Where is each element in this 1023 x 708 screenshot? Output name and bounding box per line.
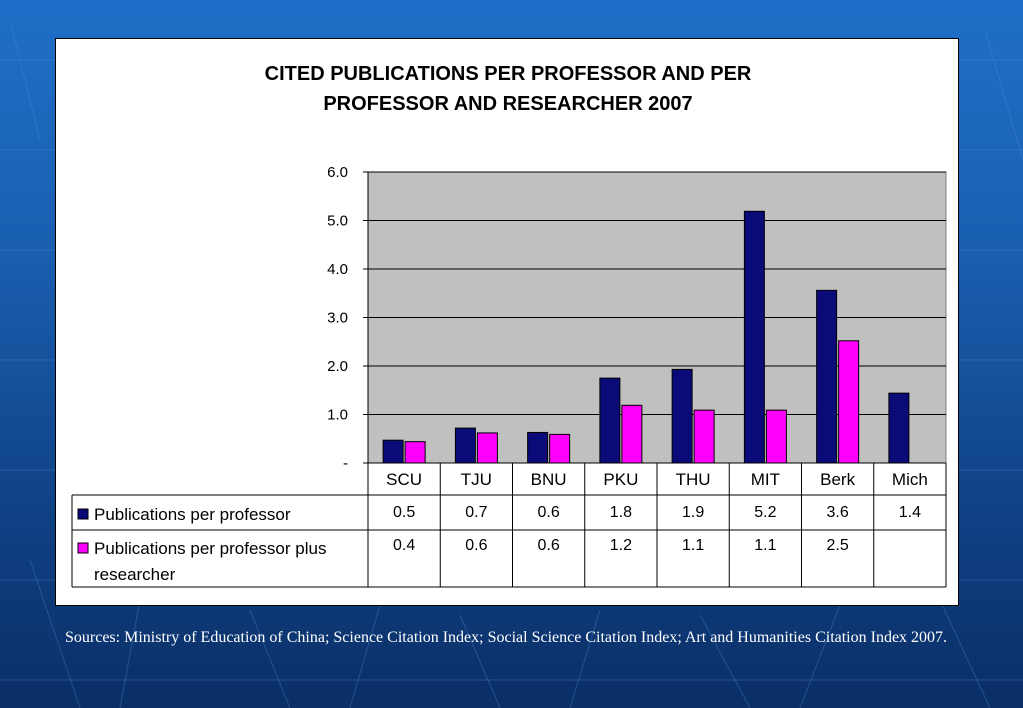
y-tick-label: - (343, 455, 348, 472)
data-label-series-1: 1.8 (610, 504, 632, 521)
bar (838, 340, 860, 464)
category-label: THU (676, 470, 711, 489)
bar (671, 368, 693, 464)
y-tick-label: 5.0 (327, 213, 348, 230)
bar (549, 433, 571, 464)
chart-title-line-1: CITED PUBLICATIONS PER PROFESSOR AND PER (264, 63, 752, 85)
bar (816, 289, 838, 464)
y-tick-label: 1.0 (327, 407, 348, 424)
category-label: MIT (751, 470, 780, 489)
data-label-series-1: 0.5 (393, 504, 415, 521)
data-label-series-2: 1.2 (610, 537, 632, 554)
chart-panel: CITED PUBLICATIONS PER PROFESSOR AND PER… (55, 38, 959, 606)
bar (527, 431, 549, 464)
y-tick-label: 2.0 (327, 358, 348, 375)
legend-label-series-2-line-1: Publications per professor plus (94, 539, 326, 558)
legend-label-series-1: Publications per professor (94, 505, 291, 524)
y-tick-label: 3.0 (327, 310, 348, 327)
y-tick-label: 6.0 (327, 164, 348, 181)
bar (888, 392, 910, 464)
category-label: BNU (531, 470, 567, 489)
bar (454, 427, 476, 464)
source-note: Sources: Ministry of Education of China;… (65, 629, 948, 646)
data-label-series-1: 1.4 (899, 504, 921, 521)
data-label-series-2: 2.5 (827, 537, 849, 554)
data-label-series-2: 0.4 (393, 537, 415, 554)
bar (765, 409, 787, 464)
bar (693, 409, 715, 464)
data-label-series-1: 1.9 (682, 504, 704, 521)
bar (743, 210, 765, 464)
data-label-series-1: 0.7 (465, 504, 487, 521)
category-label: PKU (603, 470, 638, 489)
data-label-series-1: 5.2 (754, 504, 776, 521)
data-label-series-2: 1.1 (754, 537, 776, 554)
y-tick-label: 4.0 (327, 261, 348, 278)
legend-label-series-2-line-2: researcher (94, 565, 176, 584)
category-label: TJU (461, 470, 492, 489)
data-label-series-1: 0.6 (538, 504, 560, 521)
bar (404, 441, 426, 464)
bar (599, 377, 621, 464)
data-label-series-2: 0.6 (465, 537, 487, 554)
data-label-series-2: 0.6 (538, 537, 560, 554)
chart-title-line-2: PROFESSOR AND RESEARCHER 2007 (323, 93, 693, 115)
bar (476, 432, 498, 464)
data-label-series-2: 1.1 (682, 537, 704, 554)
category-label: SCU (386, 470, 422, 489)
legend-key-series-2 (77, 542, 89, 554)
category-label: Mich (892, 470, 928, 489)
data-label-series-1: 3.6 (827, 504, 849, 521)
category-label: Berk (820, 470, 855, 489)
legend-key-series-1 (77, 508, 89, 520)
bar (621, 404, 643, 464)
bar (382, 439, 404, 464)
bar-chart: - 1.0 2.0 3.0 4.0 5.0 6.0 SCU TJU BNU PKU THU MIT Ber… (71, 164, 947, 588)
